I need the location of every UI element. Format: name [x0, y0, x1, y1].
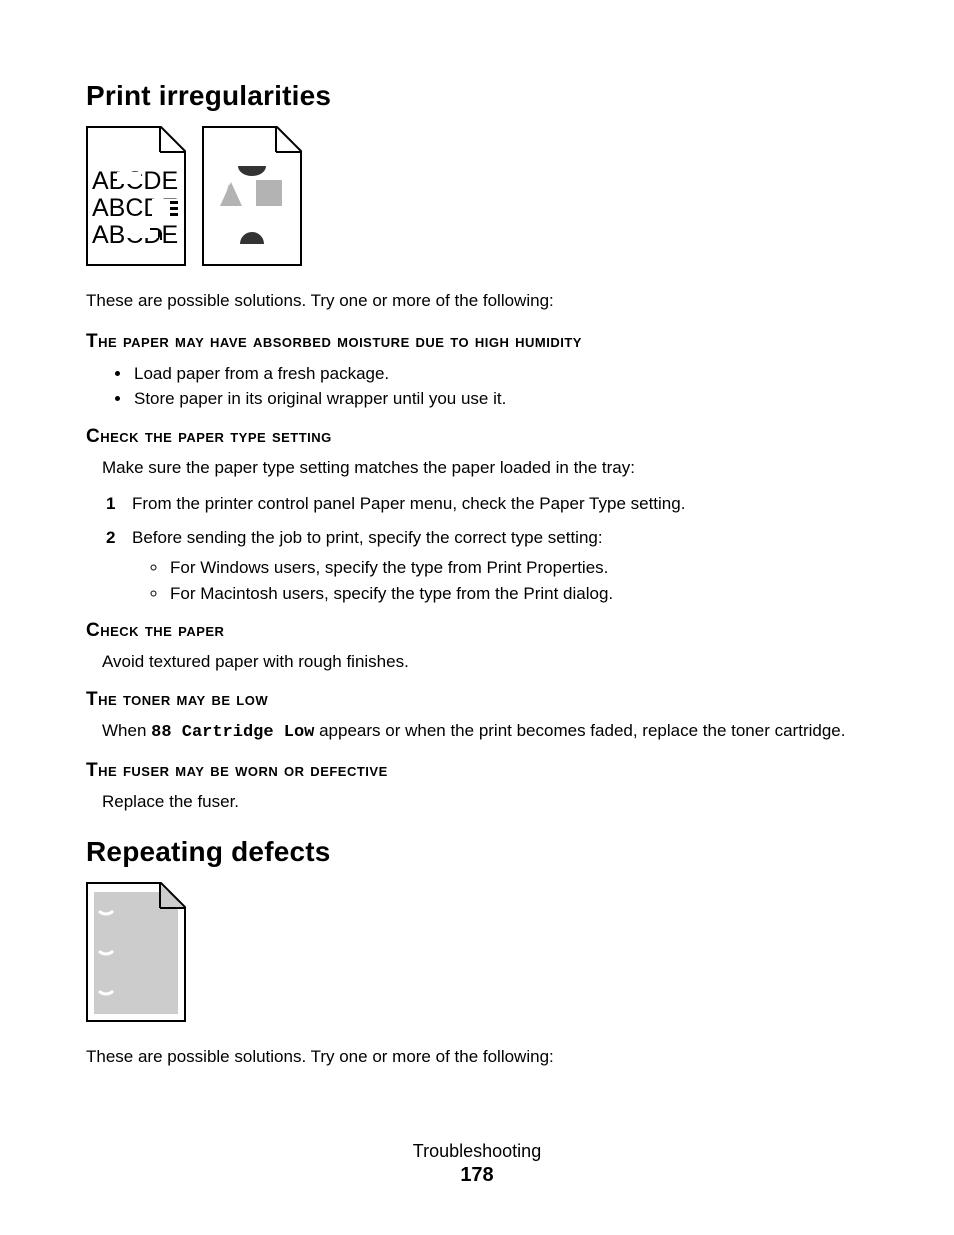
illustration-line-1: ABCDE — [92, 168, 178, 195]
step-item: Before sending the job to print, specify… — [132, 525, 868, 606]
toner-body-post: appears or when the print becomes faded,… — [314, 721, 845, 740]
footer-page-number: 178 — [0, 1164, 954, 1187]
papertype-steps: From the printer control panel Paper men… — [86, 491, 868, 607]
illustration-line-2: ABCDE — [92, 195, 178, 222]
smudge-bar — [170, 213, 178, 216]
toner-code: 88 Cartridge Low — [151, 723, 314, 742]
toner-body-pre: When — [102, 721, 151, 740]
repeating-svg — [86, 882, 186, 1022]
subhead-toner: The toner may be low — [86, 689, 868, 711]
illustration-row-2 — [86, 882, 868, 1022]
step-2-text: Before sending the job to print, specify… — [132, 528, 603, 547]
illustration-text-smudge-icon: ABCDE ABCDE ABCDE — [86, 126, 186, 266]
intro-paragraph: These are possible solutions. Try one or… — [86, 290, 868, 313]
document-page: Print irregularities ABCDE ABCDE — [0, 0, 954, 1235]
smudge-bar — [170, 207, 178, 210]
fuser-body: Replace the fuser. — [102, 790, 868, 815]
bullet-item: Store paper in its original wrapper unti… — [132, 386, 868, 412]
page-footer: Troubleshooting 178 — [0, 1141, 954, 1187]
papertype-lead: Make sure the paper type setting matches… — [102, 456, 868, 481]
step-item: From the printer control panel Paper men… — [132, 491, 868, 517]
section-title-repeating: Repeating defects — [86, 836, 868, 868]
bullet-item: Load paper from a fresh package. — [132, 361, 868, 387]
subhead-fuser-text: The fuser may be worn or defective — [86, 760, 388, 781]
subhead-papertype-text: Check the paper type setting — [86, 426, 332, 447]
shapes-svg — [202, 126, 302, 266]
checkpaper-body: Avoid textured paper with rough finishes… — [102, 650, 868, 675]
toner-body: When 88 Cartridge Low appears or when th… — [102, 719, 868, 746]
smudge-bar — [170, 201, 178, 204]
bullet-item: For Macintosh users, specify the type fr… — [168, 581, 868, 607]
subhead-fuser: The fuser may be worn or defective — [86, 760, 868, 782]
humidity-bullets: Load paper from a fresh package. Store p… — [86, 361, 868, 412]
subhead-humidity: The paper may have absorbed moisture due… — [86, 331, 868, 353]
subhead-checkpaper-text: Check the paper — [86, 620, 224, 641]
footer-chapter: Troubleshooting — [0, 1141, 954, 1162]
bullet-item: For Windows users, specify the type from… — [168, 555, 868, 581]
smudge-curve — [150, 228, 162, 240]
smudge-overlay — [117, 172, 141, 184]
subhead-papertype: Check the paper type setting — [86, 426, 868, 448]
subhead-checkpaper: Check the paper — [86, 620, 868, 642]
step-1-text: From the printer control panel Paper men… — [132, 494, 685, 513]
illustration-shapes-icon — [202, 126, 302, 266]
illustration-repeating-defects-icon — [86, 882, 186, 1022]
illustration-line-3: ABCDE — [92, 222, 178, 249]
section-title-irregularities: Print irregularities — [86, 80, 868, 112]
step-2-bullets: For Windows users, specify the type from… — [132, 555, 868, 606]
intro-paragraph-2: These are possible solutions. Try one or… — [86, 1046, 868, 1069]
subhead-humidity-text: The paper may have absorbed moisture due… — [86, 331, 582, 352]
illustration-row: ABCDE ABCDE ABCDE — [86, 126, 868, 266]
subhead-toner-text: The toner may be low — [86, 689, 268, 710]
